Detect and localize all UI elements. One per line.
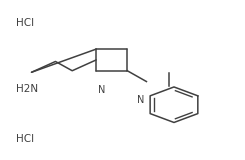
Text: HCl: HCl (16, 134, 34, 144)
Text: N: N (98, 85, 106, 95)
Text: N: N (137, 95, 144, 105)
Text: HCl: HCl (16, 18, 34, 28)
Text: H2N: H2N (16, 84, 38, 94)
